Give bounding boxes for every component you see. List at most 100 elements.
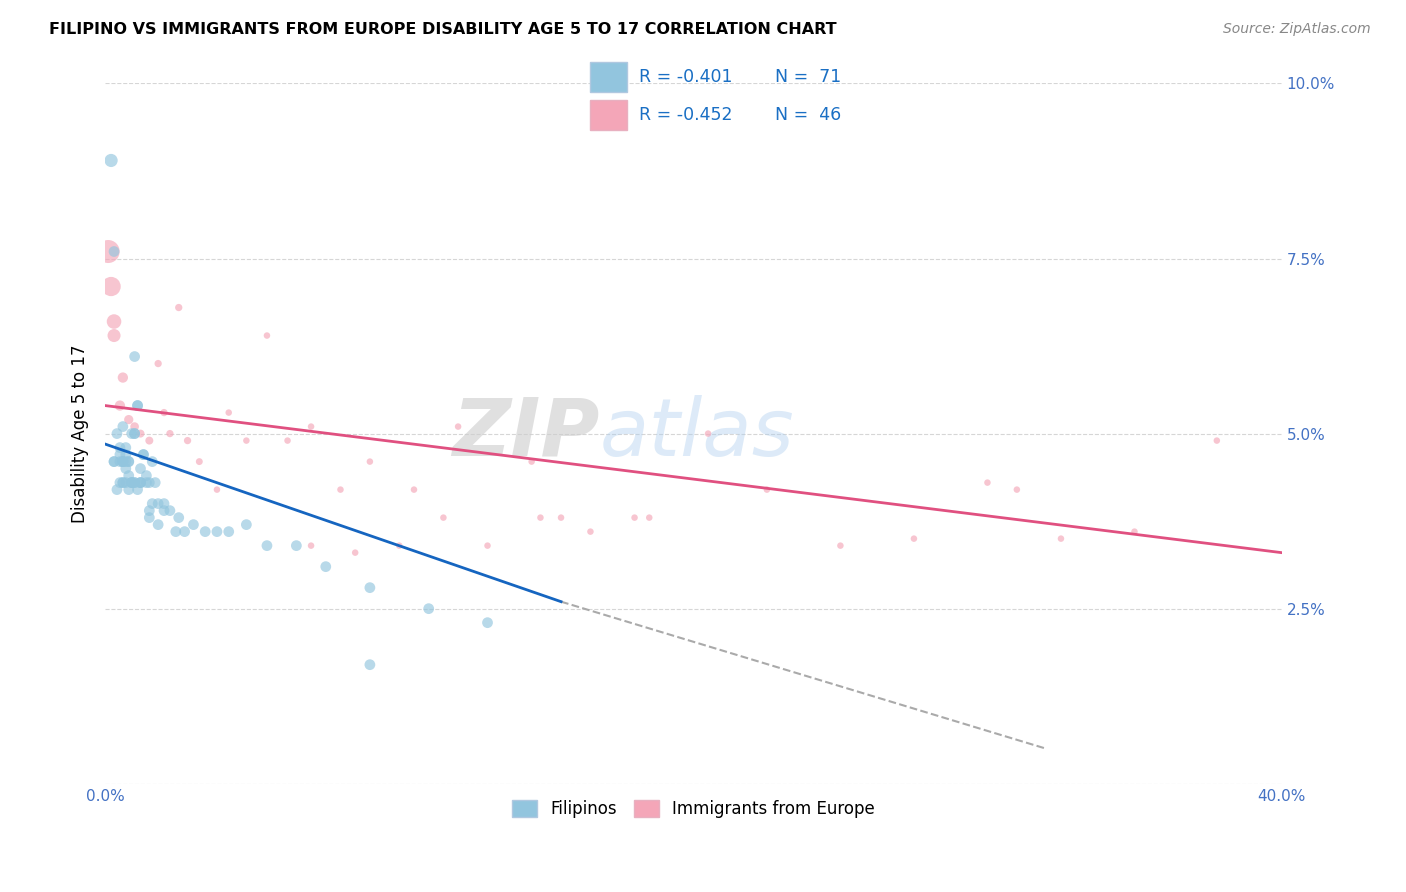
- Point: [103, 454, 125, 468]
- Point: [103, 454, 125, 468]
- Point: [159, 426, 181, 441]
- Point: [623, 510, 645, 524]
- Text: R = -0.452: R = -0.452: [640, 106, 733, 124]
- Point: [529, 510, 551, 524]
- Point: [520, 454, 543, 468]
- Point: [159, 503, 181, 517]
- FancyBboxPatch shape: [589, 62, 627, 92]
- Point: [111, 475, 134, 490]
- Point: [299, 539, 322, 553]
- Point: [141, 497, 163, 511]
- Text: N =  71: N = 71: [775, 69, 842, 87]
- Point: [108, 448, 131, 462]
- Point: [132, 448, 155, 462]
- Point: [146, 517, 169, 532]
- Point: [108, 475, 131, 490]
- Point: [127, 483, 149, 497]
- Y-axis label: Disability Age 5 to 17: Disability Age 5 to 17: [72, 344, 89, 523]
- Text: FILIPINO VS IMMIGRANTS FROM EUROPE DISABILITY AGE 5 TO 17 CORRELATION CHART: FILIPINO VS IMMIGRANTS FROM EUROPE DISAB…: [49, 22, 837, 37]
- Point: [111, 454, 134, 468]
- Text: R = -0.401: R = -0.401: [640, 69, 733, 87]
- Point: [638, 510, 661, 524]
- Point: [903, 532, 925, 546]
- Point: [118, 454, 141, 468]
- Point: [138, 434, 160, 448]
- Point: [103, 244, 125, 259]
- Point: [167, 301, 190, 315]
- Point: [167, 510, 190, 524]
- Point: [124, 419, 146, 434]
- Point: [432, 510, 454, 524]
- Point: [188, 454, 211, 468]
- Point: [127, 399, 149, 413]
- Point: [135, 475, 157, 490]
- Point: [477, 615, 499, 630]
- Point: [118, 454, 141, 468]
- Point: [579, 524, 602, 539]
- Point: [129, 426, 152, 441]
- Point: [402, 483, 425, 497]
- Point: [121, 426, 143, 441]
- Point: [121, 475, 143, 490]
- Point: [315, 559, 337, 574]
- Point: [550, 510, 572, 524]
- Point: [218, 524, 240, 539]
- Point: [359, 454, 381, 468]
- Point: [1050, 532, 1073, 546]
- Text: Source: ZipAtlas.com: Source: ZipAtlas.com: [1223, 22, 1371, 37]
- Point: [299, 419, 322, 434]
- Point: [344, 546, 367, 560]
- Point: [697, 426, 720, 441]
- Text: ZIP: ZIP: [451, 394, 599, 473]
- Point: [118, 412, 141, 426]
- Point: [153, 503, 176, 517]
- Point: [165, 524, 187, 539]
- Point: [97, 244, 120, 259]
- Point: [118, 468, 141, 483]
- Point: [256, 539, 278, 553]
- Point: [418, 601, 440, 615]
- Point: [124, 475, 146, 490]
- Point: [111, 454, 134, 468]
- Point: [153, 406, 176, 420]
- Point: [173, 524, 195, 539]
- Point: [103, 328, 125, 343]
- Point: [138, 510, 160, 524]
- Point: [111, 454, 134, 468]
- Point: [205, 524, 228, 539]
- Point: [105, 426, 128, 441]
- Point: [176, 434, 198, 448]
- Point: [141, 454, 163, 468]
- Point: [124, 426, 146, 441]
- Point: [121, 475, 143, 490]
- Point: [1123, 524, 1146, 539]
- Point: [146, 357, 169, 371]
- Point: [755, 483, 778, 497]
- Point: [143, 475, 166, 490]
- Point: [477, 539, 499, 553]
- FancyBboxPatch shape: [589, 100, 627, 130]
- Point: [129, 475, 152, 490]
- Text: atlas: atlas: [599, 394, 794, 473]
- Point: [146, 497, 169, 511]
- Point: [194, 524, 217, 539]
- Point: [114, 441, 136, 455]
- Point: [976, 475, 998, 490]
- Point: [135, 468, 157, 483]
- Point: [277, 434, 299, 448]
- Point: [127, 399, 149, 413]
- Point: [118, 483, 141, 497]
- Point: [124, 350, 146, 364]
- Point: [256, 328, 278, 343]
- Point: [114, 454, 136, 468]
- Point: [114, 461, 136, 475]
- Point: [124, 426, 146, 441]
- Point: [114, 448, 136, 462]
- Point: [105, 483, 128, 497]
- Legend: Filipinos, Immigrants from Europe: Filipinos, Immigrants from Europe: [505, 793, 882, 824]
- Text: N =  46: N = 46: [775, 106, 842, 124]
- Point: [359, 581, 381, 595]
- Point: [103, 314, 125, 328]
- Point: [447, 419, 470, 434]
- Point: [235, 434, 257, 448]
